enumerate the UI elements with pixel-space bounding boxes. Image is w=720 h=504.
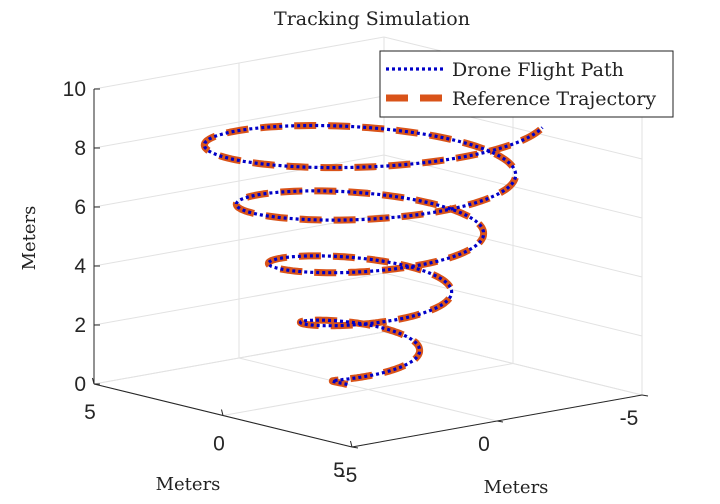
- chart-title: Tracking Simulation: [274, 8, 470, 30]
- x-tick-mark: [92, 377, 95, 385]
- y-tick-mark: [496, 420, 504, 423]
- legend-box: [379, 50, 674, 118]
- floor-grid-line-y: [238, 357, 498, 422]
- y-axis-label: Meters: [484, 477, 549, 498]
- z-tick-label: 8: [74, 137, 86, 160]
- x-tick-mark: [221, 409, 224, 416]
- x-tick-label: 5: [84, 401, 96, 424]
- y-tick-label: -5: [620, 407, 639, 430]
- y-tick-label: 5: [333, 459, 345, 482]
- axes-frame: [92, 88, 649, 449]
- z-tick-label: 2: [74, 314, 86, 337]
- z-tick-label: 10: [63, 78, 86, 101]
- z-tick-label: 6: [74, 196, 86, 219]
- legend-label-reference-trajectory: Reference Trajectory: [452, 88, 656, 110]
- x-axis-label: Meters: [156, 474, 221, 495]
- x-tick-mark: [350, 440, 353, 448]
- z-axis-label: Meters: [19, 206, 40, 271]
- z-tick-label: 0: [74, 373, 86, 396]
- z-tick-label: 4: [74, 255, 86, 278]
- legend-label-drone-flight-path: Drone Flight Path: [452, 59, 624, 81]
- series-line-drone-flight-path: [202, 123, 544, 387]
- y-tick-label: 0: [478, 433, 490, 456]
- legend: Drone Flight Path Reference Trajectory: [379, 50, 674, 118]
- y-tick-mark: [641, 394, 649, 397]
- y-tick-mark: [351, 446, 359, 449]
- x-tick-label: 0: [213, 433, 225, 456]
- plot-area: [200, 122, 545, 388]
- x-tick-label: -5: [339, 464, 358, 487]
